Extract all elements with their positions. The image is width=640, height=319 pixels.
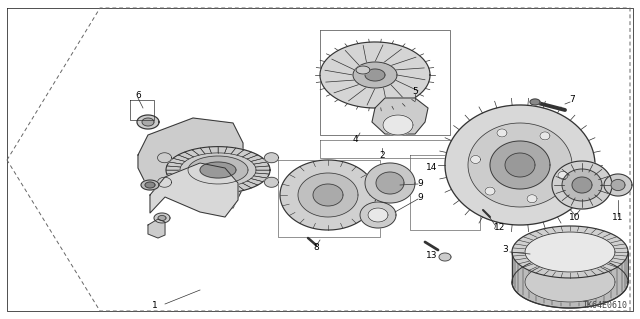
- Polygon shape: [470, 155, 481, 163]
- Text: 12: 12: [494, 224, 506, 233]
- Text: 9: 9: [417, 194, 423, 203]
- Polygon shape: [512, 256, 628, 308]
- Text: 13: 13: [426, 250, 438, 259]
- Polygon shape: [376, 172, 404, 194]
- Polygon shape: [611, 180, 625, 190]
- Text: 2: 2: [379, 151, 385, 160]
- Polygon shape: [353, 62, 397, 88]
- Polygon shape: [200, 162, 236, 178]
- Polygon shape: [148, 219, 165, 238]
- Text: 4: 4: [352, 136, 358, 145]
- Polygon shape: [485, 187, 495, 195]
- Text: 14: 14: [426, 164, 438, 173]
- Text: 9: 9: [417, 179, 423, 188]
- Polygon shape: [141, 180, 159, 190]
- Polygon shape: [137, 115, 159, 129]
- Polygon shape: [445, 105, 595, 225]
- Polygon shape: [365, 163, 415, 203]
- Polygon shape: [468, 123, 572, 207]
- Text: 5: 5: [412, 87, 418, 97]
- Polygon shape: [505, 153, 535, 177]
- Polygon shape: [365, 69, 385, 81]
- Polygon shape: [157, 153, 172, 163]
- Polygon shape: [562, 169, 602, 201]
- Text: 7: 7: [569, 95, 575, 105]
- Text: 11: 11: [612, 213, 624, 222]
- Polygon shape: [552, 161, 612, 209]
- Polygon shape: [530, 99, 540, 105]
- Polygon shape: [313, 184, 343, 206]
- Polygon shape: [138, 118, 243, 208]
- Polygon shape: [572, 177, 592, 193]
- Polygon shape: [158, 216, 166, 220]
- Polygon shape: [264, 177, 278, 187]
- Text: 3: 3: [502, 246, 508, 255]
- Polygon shape: [298, 173, 358, 217]
- Polygon shape: [525, 232, 615, 272]
- Text: 10: 10: [569, 213, 580, 222]
- Polygon shape: [150, 163, 238, 217]
- Polygon shape: [166, 147, 270, 193]
- Polygon shape: [264, 153, 278, 163]
- Polygon shape: [490, 141, 550, 189]
- Text: 6: 6: [135, 91, 141, 100]
- Polygon shape: [527, 195, 537, 203]
- Polygon shape: [145, 182, 155, 188]
- Polygon shape: [356, 66, 370, 74]
- Polygon shape: [142, 118, 154, 126]
- Polygon shape: [558, 171, 568, 179]
- Polygon shape: [512, 252, 628, 308]
- Polygon shape: [512, 226, 628, 278]
- Polygon shape: [154, 213, 170, 223]
- Polygon shape: [604, 174, 632, 196]
- Polygon shape: [157, 177, 172, 187]
- Text: 8: 8: [313, 243, 319, 253]
- Polygon shape: [497, 129, 507, 137]
- Polygon shape: [360, 202, 396, 228]
- Polygon shape: [188, 156, 248, 184]
- Polygon shape: [439, 253, 451, 261]
- Polygon shape: [540, 132, 550, 140]
- Text: 1: 1: [152, 301, 158, 310]
- Polygon shape: [368, 208, 388, 222]
- Polygon shape: [383, 115, 413, 135]
- Polygon shape: [320, 42, 430, 108]
- Polygon shape: [372, 98, 428, 134]
- Polygon shape: [525, 262, 615, 302]
- Polygon shape: [280, 160, 376, 230]
- Text: TK64E0610: TK64E0610: [583, 301, 628, 310]
